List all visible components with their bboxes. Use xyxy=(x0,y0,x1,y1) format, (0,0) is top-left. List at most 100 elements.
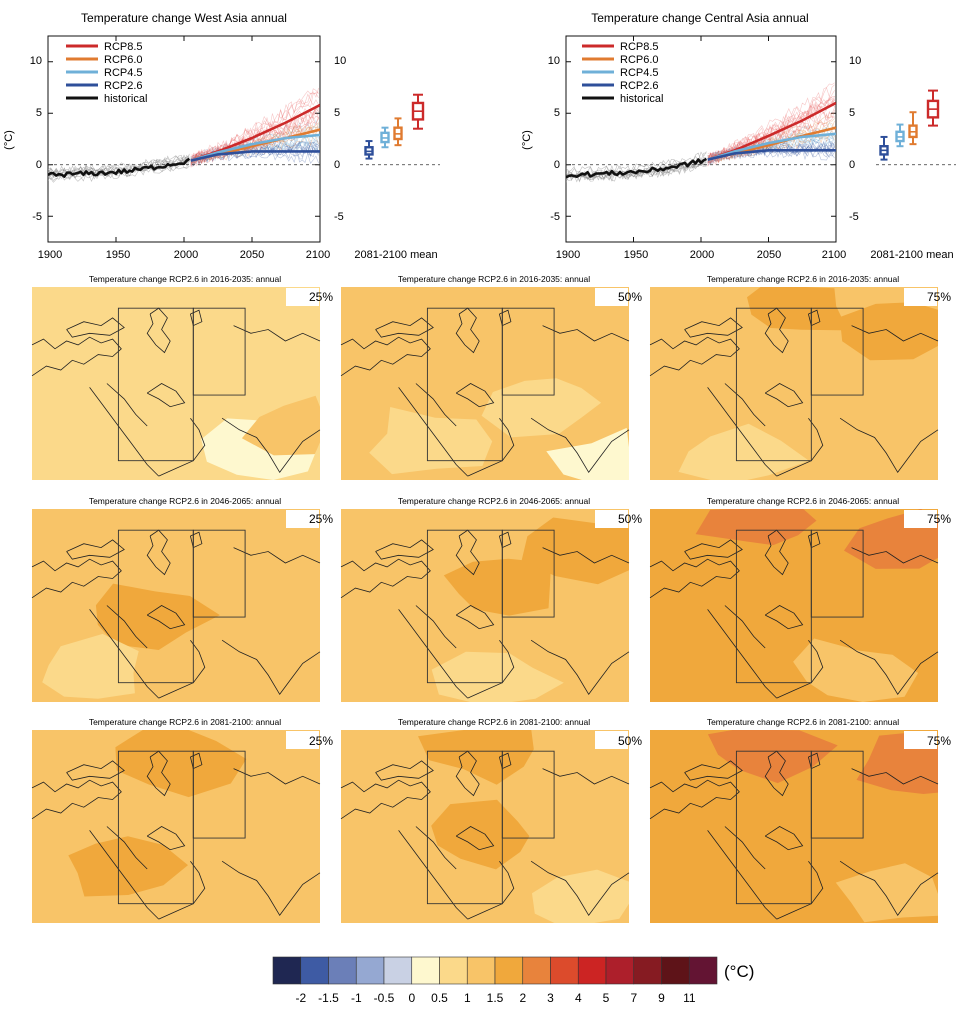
west-asia-region-box xyxy=(735,307,812,462)
map-title: Temperature change RCP2.6 in 2016-2035: … xyxy=(398,274,590,284)
legend-label-rcp60: RCP6.0 xyxy=(620,54,659,66)
mean-box-rcp85 xyxy=(411,93,425,130)
central-asia-region-box xyxy=(501,307,555,396)
ensemble-member-line xyxy=(48,155,190,174)
legend: RCP8.5 RCP6.0 RCP4.5 RCP2.6 historical xyxy=(582,41,663,105)
legend-label-historical: historical xyxy=(620,93,663,105)
coastline xyxy=(190,752,203,770)
series-line-rcp26 xyxy=(707,149,836,161)
coastline xyxy=(649,336,740,377)
temperature-region xyxy=(369,407,493,475)
coastline xyxy=(764,383,804,408)
map-title: Temperature change RCP2.6 in 2046-2065: … xyxy=(89,496,281,506)
coastline xyxy=(146,383,186,408)
coastline xyxy=(233,325,321,342)
coastline xyxy=(31,336,122,377)
y-tick-label-right: 5 xyxy=(849,107,855,119)
map-panel xyxy=(649,509,939,702)
coastline xyxy=(707,609,777,699)
colorbar-labels: -2 -1.5 -1 -0.5 0 0.5 1 1.5 2 3 4 5 7 9 … xyxy=(295,991,695,1005)
coastline xyxy=(375,760,434,781)
y-tick-label: 0 xyxy=(36,159,42,171)
map-title: Temperature change RCP2.6 in 2046-2065: … xyxy=(707,496,899,506)
coastline xyxy=(542,768,630,785)
coastline xyxy=(764,826,804,851)
coastline xyxy=(106,605,148,649)
x-tick-label: 1900 xyxy=(556,249,580,261)
legend-label-rcp45: RCP4.5 xyxy=(620,67,659,79)
coastline xyxy=(467,639,515,699)
colorbar-swatch xyxy=(272,956,302,985)
colorbar-tick-label: 0.5 xyxy=(431,991,448,1005)
coastline xyxy=(839,417,939,474)
temperature-region xyxy=(532,869,629,923)
x-tick-label: 2100 xyxy=(306,249,330,261)
coastline xyxy=(190,531,203,549)
y-tick-label: 0 xyxy=(554,159,560,171)
map-panel xyxy=(340,287,630,480)
west-asia-region-box xyxy=(426,529,503,684)
mean-box-rcp45 xyxy=(895,123,905,148)
coastline xyxy=(146,826,186,851)
mean-label: 2081-2100 mean xyxy=(870,249,953,261)
map-panel xyxy=(31,509,321,702)
coastline xyxy=(415,383,457,427)
coastline xyxy=(66,760,125,781)
central-asia-region-box xyxy=(810,750,864,839)
coastline xyxy=(221,417,321,474)
coastline xyxy=(707,387,777,477)
colorbar-tick-label: 1 xyxy=(464,991,471,1005)
ensemble-member-line xyxy=(190,88,319,163)
coastline xyxy=(649,558,740,599)
axis-ticks: 1900 1950 2000 2050 2100 10 5 0 -5 10 5 … xyxy=(30,55,347,261)
ensemble-member-line xyxy=(707,143,835,162)
west-asia-region-box xyxy=(117,307,194,462)
coastline xyxy=(398,830,468,920)
timeseries-title: Temperature change Central Asia annual xyxy=(591,11,808,25)
colorbar-tick-label: 3 xyxy=(547,991,554,1005)
coastline xyxy=(221,639,321,696)
colorbar-tick-label: 2 xyxy=(519,991,526,1005)
coastline xyxy=(221,860,321,917)
map-title: Temperature change RCP2.6 in 2081-2100: … xyxy=(707,717,899,727)
legend-label-rcp85: RCP8.5 xyxy=(620,41,659,53)
timeseries-title: Temperature change West Asia annual xyxy=(81,11,287,25)
coastline xyxy=(684,760,743,781)
colorbar-swatch xyxy=(661,956,690,985)
percentile-label-bg xyxy=(595,510,628,528)
map-title: Temperature change RCP2.6 in 2081-2100: … xyxy=(89,717,281,727)
coastline xyxy=(684,317,743,338)
ensemble-member-line xyxy=(707,140,835,164)
map-panel xyxy=(340,509,630,702)
x-tick-label: 2100 xyxy=(822,249,846,261)
coastline xyxy=(66,539,125,560)
ensemble-member-line xyxy=(566,161,707,181)
percentile-label: 50% xyxy=(618,512,642,526)
coastline xyxy=(340,779,431,820)
percentile-label: 25% xyxy=(309,512,333,526)
mean-box-rcp85 xyxy=(926,89,940,127)
y-tick-label-right: 0 xyxy=(334,159,340,171)
ensemble-member-line xyxy=(707,132,835,162)
coastline xyxy=(776,639,824,699)
colorbar-tick-label: 0 xyxy=(408,991,415,1005)
ensemble-member-line xyxy=(48,160,190,182)
coastline xyxy=(233,768,321,785)
coastline xyxy=(31,558,122,599)
mean-box-rcp45 xyxy=(380,126,390,149)
temperature-region xyxy=(42,633,139,699)
colorbar-tick-label: 4 xyxy=(575,991,582,1005)
ensemble-member-line xyxy=(707,84,835,167)
ensemble-member-line xyxy=(190,99,319,164)
temperature-region xyxy=(481,378,602,438)
west-asia-region-box xyxy=(117,529,194,684)
temperature-region xyxy=(521,517,629,585)
y-tick-label: -5 xyxy=(32,211,42,223)
axis-ticks: 1900 1950 2000 2050 2100 10 5 0 -5 10 5 … xyxy=(548,55,862,261)
legend-label-historical: historical xyxy=(104,93,147,105)
west-asia-region-box xyxy=(117,750,194,905)
colorbar-swatch xyxy=(577,956,607,985)
colorbar-swatch xyxy=(494,956,524,985)
